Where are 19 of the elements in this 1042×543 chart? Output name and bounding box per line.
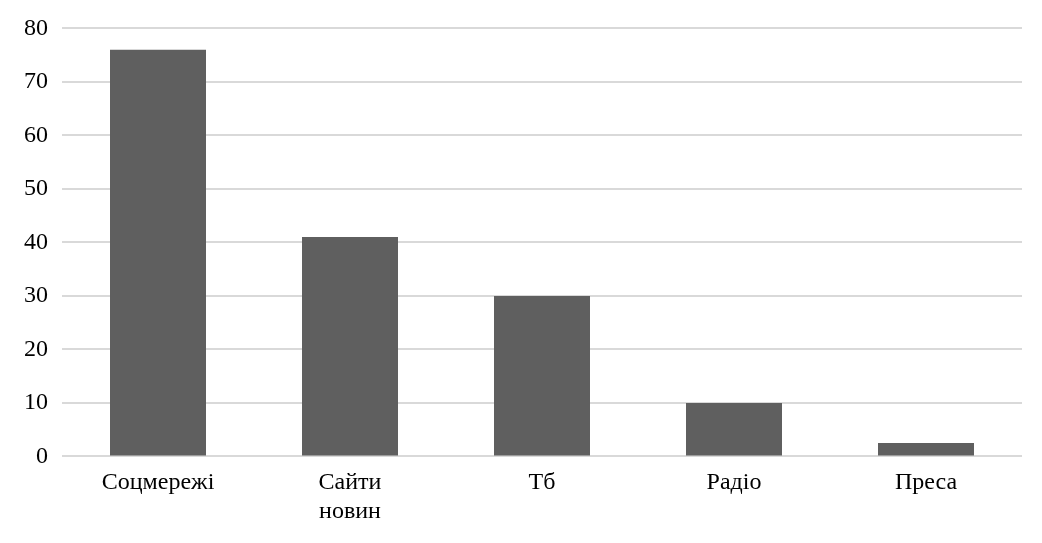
- y-tick-label: 0: [36, 441, 48, 468]
- x-tick-label: Тб: [528, 468, 556, 495]
- bar: [878, 443, 974, 456]
- y-tick-label: 70: [24, 67, 48, 94]
- bar: [686, 402, 782, 456]
- bar: [494, 295, 590, 456]
- y-tick-label: 50: [24, 174, 48, 201]
- x-tick-label: Преса: [894, 468, 958, 495]
- x-tick-label: Соцмережі: [101, 468, 215, 495]
- y-tick-label: 20: [24, 334, 48, 361]
- y-tick-label: 80: [24, 13, 48, 40]
- y-tick-label: 40: [24, 227, 48, 254]
- y-tick-label: 30: [24, 281, 48, 308]
- y-tick-label: 60: [24, 120, 48, 147]
- bar: [302, 237, 398, 456]
- y-tick-label: 10: [24, 388, 48, 415]
- bar: [110, 49, 206, 456]
- x-tick-label: Радіо: [706, 468, 762, 495]
- x-tick-label: Сайти новин: [318, 468, 382, 523]
